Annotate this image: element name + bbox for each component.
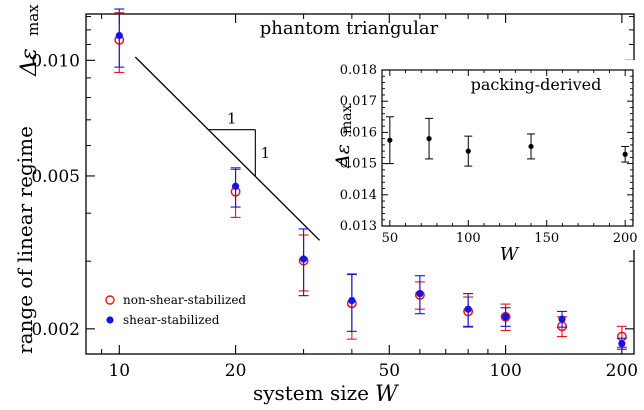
data-point-shear xyxy=(231,182,240,190)
slope-guide-line xyxy=(134,56,321,241)
inset-x-axis-symbol: W xyxy=(500,244,520,265)
inset-x-tick-label: 150 xyxy=(534,231,559,246)
data-point-shear xyxy=(558,315,566,323)
inset-series-group xyxy=(385,116,630,167)
legend-label-shear: shear-stabilized xyxy=(123,313,220,327)
inset-y-tick-label: 0.018 xyxy=(340,63,377,78)
data-point-shear xyxy=(501,313,510,321)
inset-y-tick-label: 0.013 xyxy=(340,219,377,234)
data-point-shear xyxy=(464,305,472,313)
slope-guide: 11 xyxy=(134,56,321,241)
y-axis-symbol: Δε xyxy=(17,48,42,77)
inset-chart: 50 100 150 200 0.013 0.014 0.015 0.016 0.017 0.01… xyxy=(325,60,641,265)
main-series-group xyxy=(114,8,627,350)
inset-y-axis-symbol-group: Δε max xyxy=(332,104,355,169)
main-axis-ticks: 10 20 50 100 200 0.002 0.005 0.010 xyxy=(31,14,638,381)
legend-label-non-shear: non-shear-stabilized xyxy=(123,293,246,307)
inset-x-tick-label: 200 xyxy=(613,231,638,246)
y-axis-label-group: range of linear regime xyxy=(13,126,37,354)
legend: non-shear-stabilized shear-stabilized xyxy=(105,293,246,327)
data-point-shear xyxy=(416,290,424,298)
inset-y-tick-label: 0.014 xyxy=(340,188,377,203)
inset-data-point xyxy=(465,148,471,154)
inset-title: packing-derived xyxy=(471,75,602,94)
inset-data-point xyxy=(622,151,628,157)
inset-y-axis-subscript: max xyxy=(339,104,355,134)
data-point-shear xyxy=(348,296,356,305)
y-axis-symbol-subscript: max xyxy=(24,4,42,36)
x-tick-label: 50 xyxy=(378,361,400,381)
x-tick-label: 200 xyxy=(606,361,638,381)
inset-y-tick-label: 0.017 xyxy=(340,94,377,109)
data-point-shear xyxy=(618,340,626,348)
inset-data-point xyxy=(387,137,393,143)
x-tick-label: 10 xyxy=(108,361,130,381)
y-tick-label: 0.005 xyxy=(31,167,80,187)
x-axis-label: system size xyxy=(253,381,369,405)
inset-data-point xyxy=(426,136,432,142)
inset-plot-frame xyxy=(381,69,634,227)
inset-axis-ticks: 50 100 150 200 0.013 0.014 0.015 0.016 0.017 0.01… xyxy=(340,63,638,246)
legend-marker-filled-circle xyxy=(106,316,114,324)
y-axis-label: range of linear regime xyxy=(13,126,37,354)
data-point-shear xyxy=(299,255,308,263)
y-axis-symbol-group: Δε max xyxy=(17,4,42,77)
x-tick-label: 100 xyxy=(489,361,521,381)
y-tick-label: 0.010 xyxy=(31,51,80,71)
x-axis-symbol: W xyxy=(375,382,400,407)
inset-y-tick-label: 0.016 xyxy=(340,125,377,140)
inset-background xyxy=(325,60,641,250)
legend-marker-open-circle xyxy=(105,295,115,305)
inset-y-tick-label: 0.015 xyxy=(340,157,377,172)
inset-data-point xyxy=(528,143,534,150)
data-point-shear xyxy=(115,31,123,40)
inset-y-axis-symbol: Δε xyxy=(332,144,354,169)
main-title: phantom triangular xyxy=(260,18,439,39)
y-tick-label: 0.002 xyxy=(31,320,80,340)
inset-x-tick-label: 100 xyxy=(456,231,481,246)
slope-triangle-label-rise: 1 xyxy=(261,144,271,162)
inset-x-tick-label: 50 xyxy=(382,231,399,246)
slope-triangle-label-run: 1 xyxy=(227,110,237,128)
x-tick-label: 20 xyxy=(225,361,247,381)
